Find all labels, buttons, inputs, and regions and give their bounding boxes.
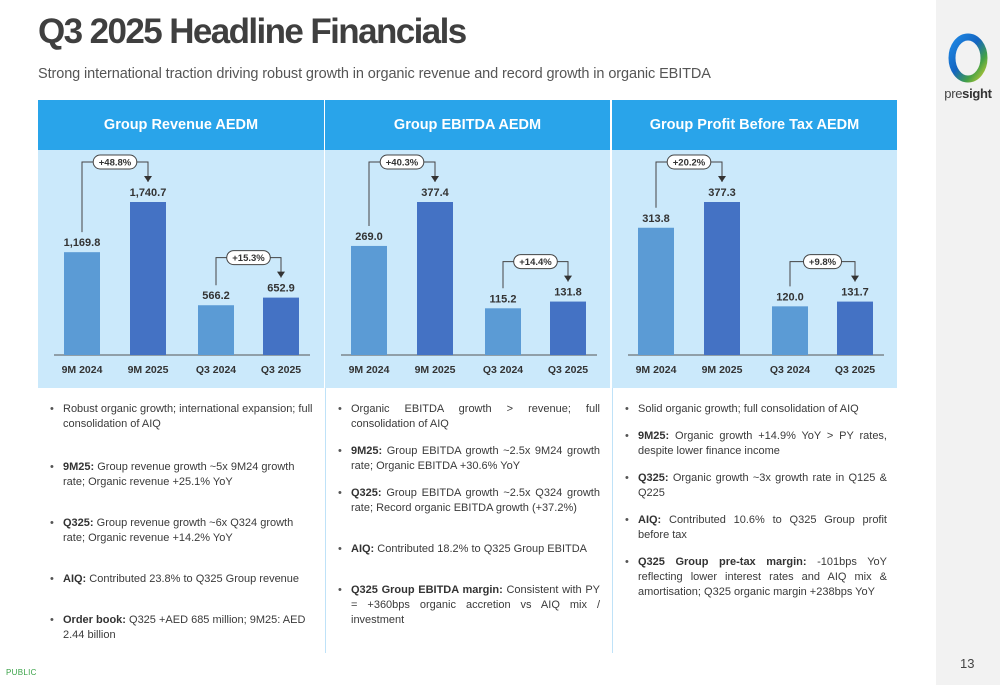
bullet: Solid organic growth; full consolidation… xyxy=(625,402,887,417)
ebitda-commentary: Organic EBITDA growth > revenue; full co… xyxy=(325,388,610,653)
bar xyxy=(704,202,740,355)
data-label: 377.3 xyxy=(708,187,736,199)
pbt-bar-chart: 313.8 9M 2024 377.3 9M 2025 120.0 Q3 2024 131.… xyxy=(628,154,884,376)
logo-wordmark: presight xyxy=(944,86,992,101)
data-label: 313.8 xyxy=(642,213,670,225)
presight-logo: presight xyxy=(944,32,992,101)
ebitda-bar-chart: 269.0 9M 2024 377.4 9M 2025 115.2 Q3 2024 131.… xyxy=(341,154,597,376)
revenue-chart: 1,169.8 9M 2024 1,740.7 9M 2025 566.2 Q3 2024… xyxy=(38,150,324,388)
bar xyxy=(485,308,521,355)
tick-label: 9M 2025 xyxy=(128,364,169,376)
panel-revenue: Group Revenue AEDM 1,169.8 9M 2024 1,740.7… xyxy=(38,100,324,653)
data-label: 566.2 xyxy=(202,290,230,302)
panel-pbt: Group Profit Before Tax AEDM 313.8 9M 202… xyxy=(611,100,897,653)
bar xyxy=(772,306,808,355)
bar xyxy=(351,245,387,355)
bullet: Q325: Group EBITDA growth ~2.5x Q324 gro… xyxy=(338,486,600,516)
growth-arrowhead xyxy=(851,275,859,282)
bar xyxy=(130,202,166,355)
tick-label: 9M 2024 xyxy=(636,364,677,376)
panel-ebitda: Group EBITDA AEDM 269.0 9M 2024 377.4 9M 20… xyxy=(324,100,610,653)
growth-arrowhead xyxy=(144,176,152,182)
growth-label: +14.4% xyxy=(519,257,552,268)
data-label: 652.9 xyxy=(267,283,295,295)
data-label: 131.7 xyxy=(841,287,869,299)
data-label: 131.8 xyxy=(554,287,582,299)
page-subtitle: Strong international traction driving ro… xyxy=(38,66,711,82)
growth-label: +48.8% xyxy=(99,158,132,169)
growth-label: +20.2% xyxy=(673,158,706,169)
data-label: 115.2 xyxy=(490,293,517,305)
bar xyxy=(550,301,586,355)
bullet: Q325: Organic growth ~3x growth rate in … xyxy=(625,471,887,501)
tick-label: 9M 2025 xyxy=(702,364,743,376)
growth-badge xyxy=(513,254,558,270)
ebitda-chart: 269.0 9M 2024 377.4 9M 2025 115.2 Q3 2024 131.… xyxy=(325,150,610,388)
tick-label: 9M 2024 xyxy=(349,364,390,376)
pbt-chart: 313.8 9M 2024 377.3 9M 2025 120.0 Q3 2024 131.… xyxy=(612,150,897,388)
bullet: Q325 Group EBITDA margin: Consistent wit… xyxy=(338,583,600,628)
growth-arrowhead xyxy=(277,271,285,278)
growth-badge xyxy=(92,154,138,170)
bullet: AIQ: Contributed 10.6% to Q325 Group pro… xyxy=(625,513,887,543)
bar xyxy=(417,202,453,355)
bar xyxy=(198,305,234,355)
revenue-bar-chart: 1,169.8 9M 2024 1,740.7 9M 2025 566.2 Q3 2024… xyxy=(54,154,310,376)
growth-arrowhead xyxy=(431,176,439,182)
financials-panels: Group Revenue AEDM 1,169.8 9M 2024 1,740.7… xyxy=(38,100,897,653)
bullet: Robust organic growth; international exp… xyxy=(50,402,314,432)
tick-label: Q3 2025 xyxy=(261,364,301,376)
bullet: 9M25: Group EBITDA growth ~2.5x 9M24 gro… xyxy=(338,444,600,474)
data-label: 1,169.8 xyxy=(64,237,101,249)
panel-title: Group EBITDA AEDM xyxy=(325,100,610,150)
bar xyxy=(638,227,674,355)
bar xyxy=(837,301,873,355)
data-label: 120.0 xyxy=(776,291,804,303)
page-number: 13 xyxy=(960,656,975,671)
revenue-commentary: Robust organic growth; international exp… xyxy=(38,388,324,653)
data-label: 1,740.7 xyxy=(130,187,167,199)
classification-label: PUBLIC xyxy=(6,668,37,677)
tick-label: Q3 2025 xyxy=(835,364,875,376)
bullet: AIQ: Contributed 18.2% to Q325 Group EBI… xyxy=(338,542,600,557)
bullet: Q325: Group revenue growth ~6x Q324 grow… xyxy=(50,516,314,546)
page-title: Q3 2025 Headline Financials xyxy=(38,12,467,51)
growth-badge xyxy=(666,154,712,170)
growth-badge xyxy=(803,254,842,270)
tick-label: Q3 2025 xyxy=(548,364,588,376)
pbt-commentary: Solid organic growth; full consolidation… xyxy=(612,388,897,653)
growth-badge xyxy=(226,250,271,266)
bar xyxy=(263,297,299,355)
bar xyxy=(64,252,100,355)
growth-label: +40.3% xyxy=(386,158,419,169)
right-sidebar-strip xyxy=(936,0,1000,685)
tick-label: Q3 2024 xyxy=(770,364,810,376)
tick-label: 9M 2024 xyxy=(62,364,103,376)
growth-badge xyxy=(379,154,425,170)
data-label: 269.0 xyxy=(355,231,383,243)
tick-label: Q3 2024 xyxy=(483,364,523,376)
panel-title: Group Revenue AEDM xyxy=(38,100,324,150)
panel-title: Group Profit Before Tax AEDM xyxy=(612,100,897,150)
bullet: 9M25: Group revenue growth ~5x 9M24 grow… xyxy=(50,460,314,490)
bullet: Q325 Group pre-tax margin: -101bps YoY r… xyxy=(625,555,887,600)
bullet: AIQ: Contributed 23.8% to Q325 Group rev… xyxy=(50,572,314,587)
data-label: 377.4 xyxy=(421,187,449,199)
tick-label: 9M 2025 xyxy=(415,364,456,376)
growth-arrowhead xyxy=(718,176,726,182)
growth-arrowhead xyxy=(564,275,572,282)
bullet: 9M25: Organic growth +14.9% YoY > PY rat… xyxy=(625,429,887,459)
growth-label: +15.3% xyxy=(232,253,265,264)
growth-label: +9.8% xyxy=(809,257,837,268)
tick-label: Q3 2024 xyxy=(196,364,236,376)
bullet: Organic EBITDA growth > revenue; full co… xyxy=(338,402,600,432)
presight-ring-icon xyxy=(948,33,988,83)
bullet: Order book: Q325 +AED 685 million; 9M25:… xyxy=(50,613,314,643)
